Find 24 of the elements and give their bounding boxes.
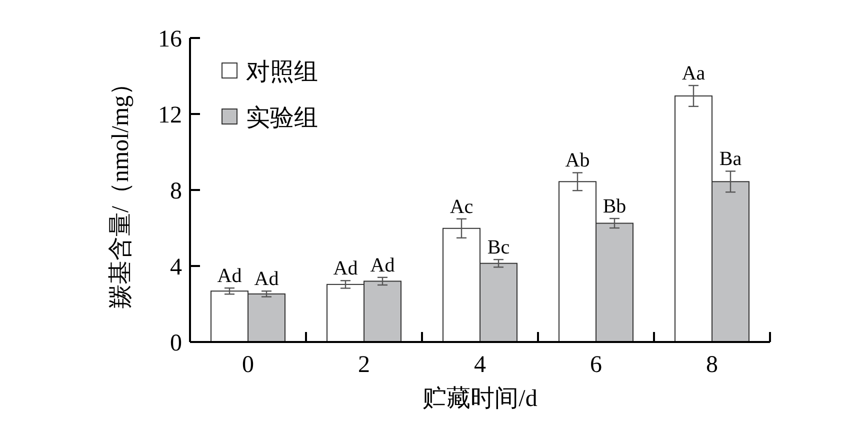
y-tick-label: 16: [158, 26, 182, 52]
x-tick-label: 0: [242, 352, 254, 378]
data-label: Bb: [602, 196, 626, 218]
legend-label: 实验组: [246, 104, 318, 132]
x-tick-label: 2: [358, 352, 370, 378]
y-tick-label: 8: [170, 178, 182, 204]
data-label: Bc: [487, 236, 510, 259]
y-tick-label: 4: [170, 254, 182, 280]
data-label: Ad: [217, 265, 242, 288]
x-tick-label: 4: [474, 352, 486, 378]
legend-label: 对照组: [246, 59, 318, 86]
y-tick-label: 12: [158, 102, 182, 128]
y-axis-title: 羰基含量/（nmol/mg）: [108, 71, 134, 309]
x-tick-label: 8: [706, 352, 718, 378]
data-label: Ba: [719, 148, 742, 170]
x-tick-label: 6: [590, 352, 602, 378]
x-axis-title: 贮藏时间/d: [422, 386, 538, 412]
data-label: Aa: [682, 62, 706, 84]
data-label: Ad: [370, 254, 395, 276]
y-tick-label: 0: [170, 330, 182, 356]
data-label: Ad: [333, 258, 358, 280]
data-label: Ab: [565, 150, 590, 172]
data-label: Ac: [450, 196, 474, 218]
data-label: Ad: [254, 268, 279, 290]
